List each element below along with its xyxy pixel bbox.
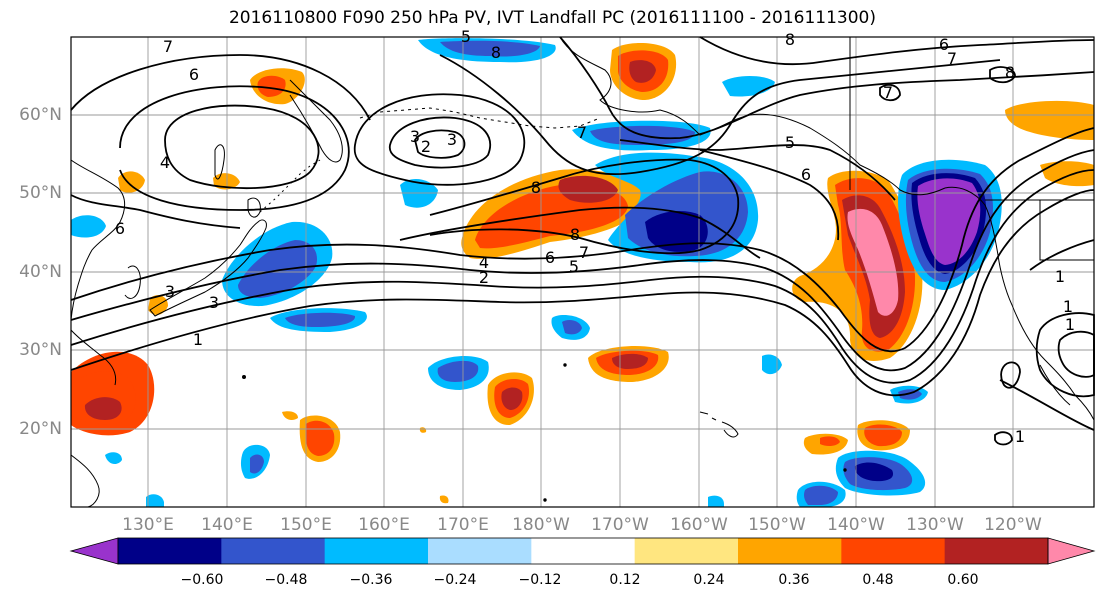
colorbar-cell <box>428 538 532 564</box>
colorbar <box>69 537 1096 565</box>
contour-label: 3 <box>410 127 420 146</box>
map-title: 2016110800 F090 250 hPa PV, IVT Landfall… <box>228 8 876 28</box>
contour-labels: 7 6 4 8 5 3 2 3 8 7 6 5 4 2 8 7 6 5 7 8 … <box>115 27 1075 446</box>
contour-label: 1 <box>1065 315 1075 334</box>
contour-label: 3 <box>209 293 219 312</box>
contour-label: 7 <box>577 123 587 142</box>
lon-label-170w: 170°W <box>591 515 649 535</box>
colorbar-cell <box>324 538 429 564</box>
colorbar-tick: −0.36 <box>349 572 393 588</box>
lat-label-40n: 40°N <box>19 262 62 282</box>
colorbar-tick: −0.48 <box>264 572 308 588</box>
lon-label-120w: 120°W <box>984 515 1042 535</box>
colorbar-right-extension <box>1047 537 1096 565</box>
lat-label-50n: 50°N <box>19 183 62 203</box>
colorbar-tick: 0.24 <box>693 572 725 588</box>
lat-label-60n: 60°N <box>19 105 62 125</box>
contour-label: 3 <box>447 130 457 149</box>
contour-label: 5 <box>785 133 795 152</box>
lon-label-150w: 150°W <box>748 515 806 535</box>
contour-label: 7 <box>883 83 893 102</box>
colorbar-tick: −0.60 <box>180 572 224 588</box>
contour-label: 1 <box>1063 297 1073 316</box>
contour-label: 1 <box>1055 267 1065 286</box>
colorbar-cell <box>841 538 946 564</box>
contour-label: 7 <box>163 37 173 56</box>
contour-label: 1 <box>1015 427 1025 446</box>
colorbar-cell <box>738 538 842 564</box>
colorbar-tick: 0.12 <box>609 572 641 588</box>
contour-label: 8 <box>1005 63 1015 82</box>
colorbar-cell <box>634 538 739 564</box>
contour-label: 6 <box>189 65 199 84</box>
contour-label: 8 <box>785 30 795 49</box>
lon-label-180w: 180°W <box>512 515 570 535</box>
contour-label: 6 <box>545 248 555 267</box>
contour-label: 2 <box>479 268 489 287</box>
lon-label-140w: 140°W <box>827 515 885 535</box>
contour-label: 6 <box>939 35 949 54</box>
colorbar-left-extension <box>69 537 119 565</box>
contour-label: 7 <box>947 49 957 68</box>
contour-label: 2 <box>421 137 431 156</box>
lon-label-160w: 160°W <box>670 515 728 535</box>
lon-label-160e: 160°E <box>358 515 410 535</box>
colorbar-cell <box>221 538 326 564</box>
contour-label: 8 <box>570 225 580 244</box>
contour-label: 4 <box>479 253 489 272</box>
lon-label-130w: 130°W <box>906 515 964 535</box>
colorbar-cell <box>531 538 636 564</box>
colorbar-tick: 0.36 <box>778 572 810 588</box>
contour-label: 6 <box>115 219 125 238</box>
colorbar-tick: −0.12 <box>518 572 562 588</box>
contour-label: 7 <box>579 243 589 262</box>
colorbar-cell <box>118 538 222 564</box>
contour-label: 8 <box>491 43 501 62</box>
colorbar-tick: −0.24 <box>433 572 477 588</box>
contour-label: 5 <box>569 257 579 276</box>
lat-label-30n: 30°N <box>19 340 62 360</box>
contour-label: 6 <box>801 165 811 184</box>
colorbar-cell <box>944 538 1049 564</box>
colorbar-tick: 0.48 <box>862 572 894 588</box>
lon-label-130e: 130°E <box>122 515 174 535</box>
contour-label: 4 <box>160 153 170 172</box>
contour-label: 3 <box>165 282 175 301</box>
lon-label-140e: 140°E <box>201 515 253 535</box>
colorbar-tick: 0.60 <box>947 572 979 588</box>
pv-contours <box>70 36 1095 446</box>
contour-label: 8 <box>531 178 541 197</box>
contour-label: 1 <box>193 330 203 349</box>
lat-label-20n: 20°N <box>19 419 62 439</box>
lon-label-150e: 150°E <box>280 515 332 535</box>
lon-label-170e: 170°E <box>437 515 489 535</box>
